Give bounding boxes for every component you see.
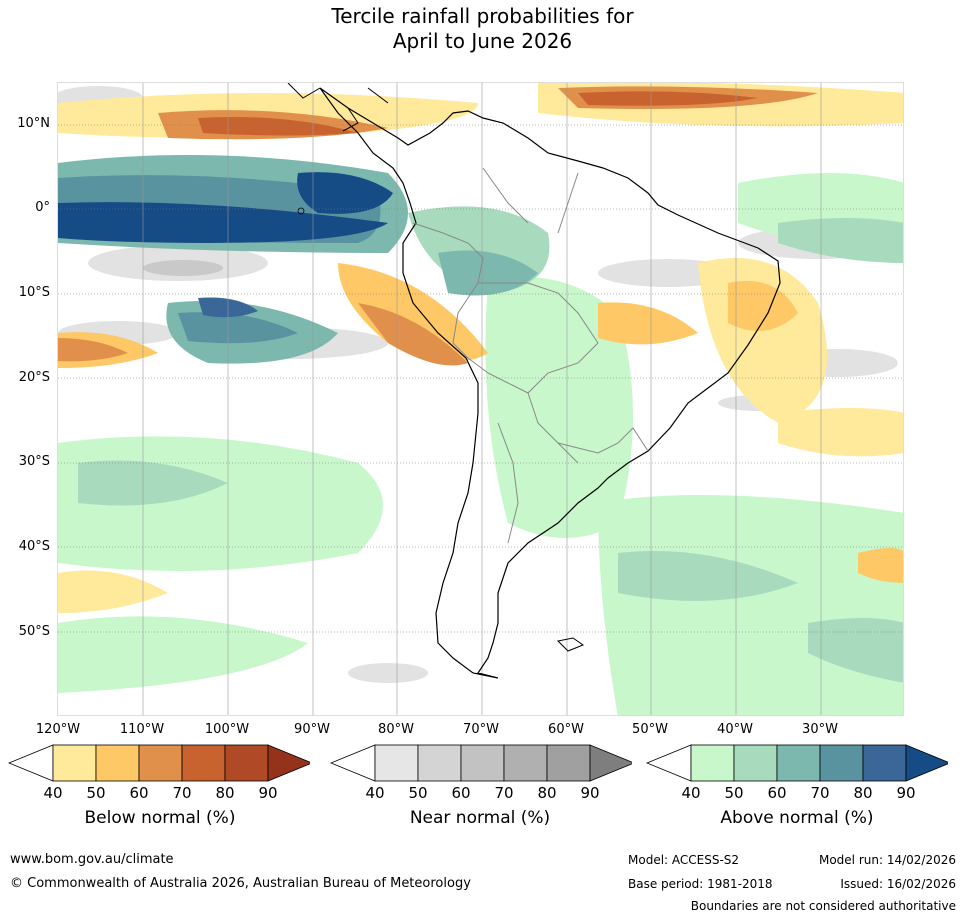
near-swatch-4 [503,744,548,782]
gridlines [58,124,903,633]
near-normal-title: Near normal (%) [409,808,551,828]
near-tick-70: 70 [494,784,514,802]
title-line-1: Tercile rainfall probabilities for [331,4,634,28]
near-swatch-2 [417,744,462,782]
above-swatch-3 [776,744,821,782]
near-tick-80: 80 [537,784,557,802]
below-tick-80: 80 [215,784,235,802]
near-tick-60: 60 [451,784,471,802]
below-tick-90: 90 [258,784,278,802]
above-swatch-2 [733,744,778,782]
near-swatch-max [589,744,632,782]
above-swatch-5 [862,744,907,782]
above-tick-90: 90 [896,784,916,802]
forecast-map [57,82,904,716]
below-normal-title: Below normal (%) [84,808,236,828]
below-swatch-4 [181,744,226,782]
below-swatch-1 [52,744,97,782]
lon-label-120w: 120°W [35,722,81,737]
lat-label-0: 0° [35,200,50,215]
below-tick-70: 70 [172,784,192,802]
below-tick-40: 40 [43,784,63,802]
colorbar-below [8,744,310,782]
near-swatch-3 [460,744,505,782]
lon-label-60w: 60°W [548,722,584,737]
lon-label-90w: 90°W [294,722,330,737]
lon-label-70w: 70°W [463,722,499,737]
copyright-text: © Commonwealth of Australia 2026, Austra… [10,876,471,891]
near-tick-40: 40 [365,784,385,802]
falkland-islands [556,637,585,652]
lat-label-30s: 30°S [18,454,50,469]
above-swatch-4 [819,744,864,782]
below-tick-60: 60 [129,784,149,802]
near-swatch-1 [374,744,419,782]
above-normal-regions [58,155,903,715]
lon-label-80w: 80°W [378,722,414,737]
website-link[interactable]: www.bom.gov.au/climate [10,852,174,867]
above-tick-70: 70 [810,784,830,802]
above-normal-title: Above normal (%) [720,808,874,828]
disclaimer-text: Boundaries are not considered authoritat… [690,899,956,913]
lat-label-10s: 10°S [18,285,50,300]
map-svg [58,83,903,715]
below-swatch-3 [138,744,183,782]
above-tick-50: 50 [724,784,744,802]
near-swatch-5 [546,744,591,782]
above-tick-80: 80 [853,784,873,802]
lon-label-50w: 50°W [632,722,668,737]
colorbar-above [646,744,948,782]
country-borders [412,167,649,544]
chart-title: Tercile rainfall probabilities for April… [0,4,965,54]
model-run-text: Model run: 14/02/2026 [818,853,956,867]
lat-label-20s: 20°S [18,370,50,385]
colorbar-near [330,744,632,782]
lon-label-110w: 110°W [119,722,165,737]
below-swatch-max [267,744,310,782]
below-normal-regions [58,83,903,613]
below-swatch-min [8,744,54,782]
issued-text: Issued: 16/02/2026 [840,877,956,891]
lon-label-100w: 100°W [204,722,250,737]
lat-label-10n: 10°N [17,116,50,131]
above-tick-40: 40 [681,784,701,802]
above-tick-60: 60 [767,784,787,802]
base-period-text: Base period: 1981-2018 [628,877,773,891]
below-swatch-5 [224,744,269,782]
south-america-coastline [319,87,781,679]
title-line-2: April to June 2026 [392,29,573,53]
above-swatch-min [646,744,692,782]
near-tick-90: 90 [580,784,600,802]
near-swatch-min [330,744,376,782]
model-text: Model: ACCESS-S2 [628,853,740,867]
above-swatch-1 [690,744,735,782]
below-tick-50: 50 [86,784,106,802]
galapagos-islands [297,207,305,215]
lat-label-50s: 50°S [18,624,50,639]
lat-label-40s: 40°S [18,539,50,554]
lon-label-30w: 30°W [802,722,838,737]
near-tick-50: 50 [408,784,428,802]
below-swatch-2 [95,744,140,782]
above-swatch-max [905,744,948,782]
central-america-coastline [287,83,389,132]
meridians [142,83,822,715]
lon-label-40w: 40°W [717,722,753,737]
